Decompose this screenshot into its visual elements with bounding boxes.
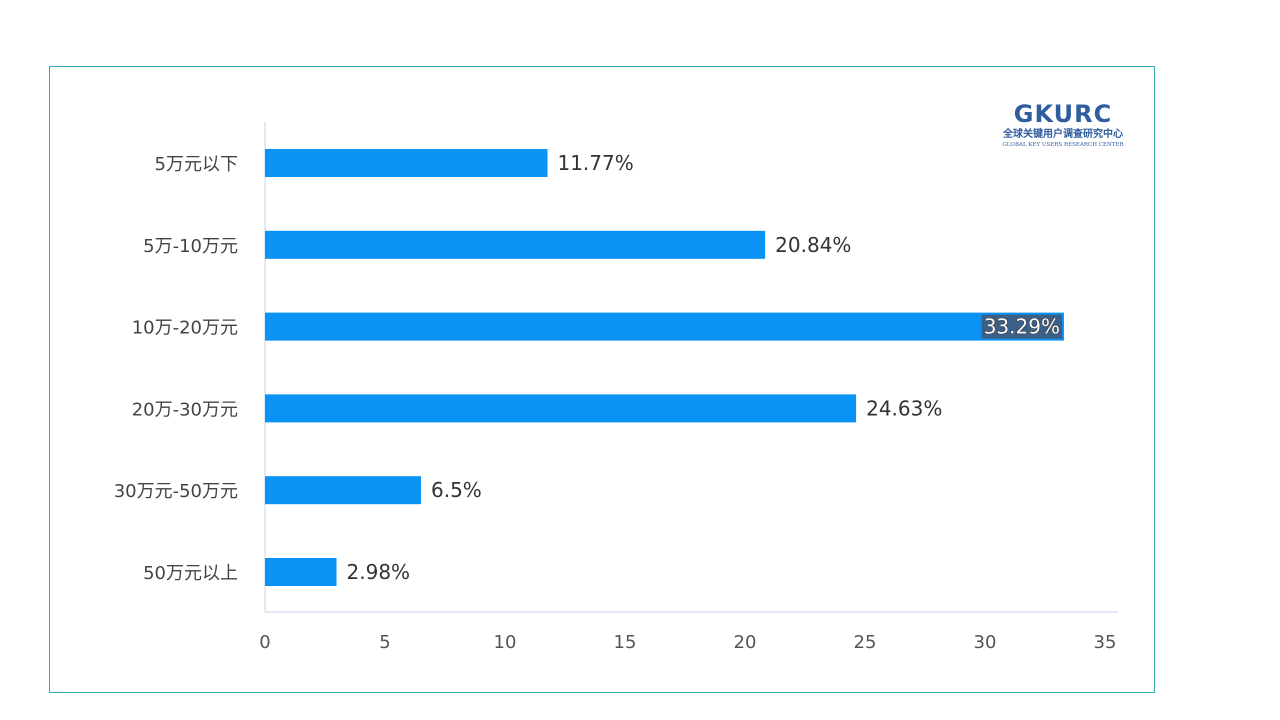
bar — [265, 312, 1064, 341]
x-tick-label: 0 — [259, 632, 270, 653]
bar — [265, 394, 857, 423]
data-label: 20.84% — [775, 233, 851, 257]
x-tick-label: 25 — [854, 632, 877, 653]
category-label: 50万元以上 — [143, 563, 238, 584]
category-label: 20万-30万元 — [132, 399, 238, 420]
data-label: 24.63% — [866, 396, 942, 420]
logo-chinese-text: 全球关键用户调查研究中心 — [1003, 129, 1123, 140]
category-label: 30万元-50万元 — [114, 481, 238, 502]
gkurc-logo: GKURC 全球关键用户调查研究中心 GLOBAL KEY USERS RESE… — [993, 100, 1133, 149]
data-label: 2.98% — [347, 560, 411, 584]
category-label: 5万元以下 — [155, 154, 238, 175]
x-tick-label: 5 — [379, 632, 390, 653]
data-label-highlight — [981, 314, 1062, 339]
x-tick-label: 30 — [974, 632, 997, 653]
x-tick-label: 10 — [494, 632, 517, 653]
logo-main-text: GKURC — [1013, 100, 1113, 128]
category-label: 10万-20万元 — [132, 318, 238, 339]
bar — [265, 230, 766, 259]
data-label: 6.5% — [431, 478, 482, 502]
x-tick-label: 15 — [614, 632, 637, 653]
x-tick-label: 20 — [734, 632, 757, 653]
logo-english-text: GLOBAL KEY USERS RESEARCH CENTER — [1002, 142, 1124, 148]
bar — [265, 149, 548, 177]
data-label: 11.77% — [557, 151, 633, 175]
bar — [265, 476, 421, 505]
bar — [265, 558, 337, 586]
data-label: 33.29% — [984, 315, 1060, 339]
chart-frame — [49, 66, 1155, 693]
category-label: 5万-10万元 — [143, 236, 238, 257]
x-tick-label: 35 — [1094, 632, 1117, 653]
